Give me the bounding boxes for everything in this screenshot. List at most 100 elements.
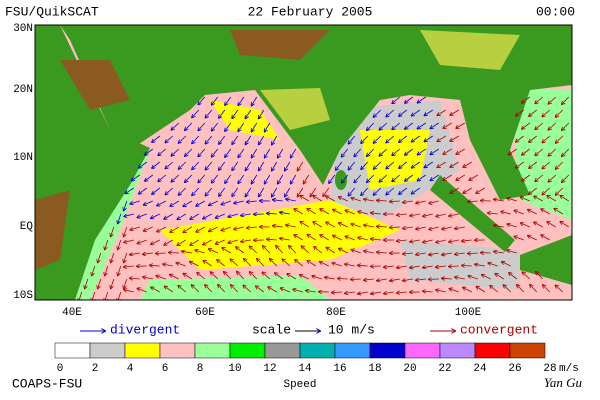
wind-arrow <box>105 239 109 250</box>
colorbar-box <box>509 342 546 359</box>
wind-arrow <box>217 260 226 267</box>
wind-arrow <box>252 122 258 132</box>
wind-arrow <box>547 196 556 202</box>
wind-arrow <box>192 135 200 143</box>
wind-arrow <box>291 148 297 158</box>
wind-arrow <box>222 248 231 254</box>
wind-arrow <box>507 198 517 202</box>
wind-arrow <box>130 278 140 279</box>
wind-arrow <box>403 253 413 254</box>
scale-value: 10 m/s <box>328 322 375 337</box>
wind-arrow <box>351 224 361 228</box>
wind-arrow <box>212 148 219 157</box>
wind-arrow <box>562 122 570 130</box>
wind-arrow <box>183 226 192 232</box>
wind-arrow <box>554 209 563 215</box>
wind-arrow <box>221 226 231 231</box>
wind-arrow <box>170 226 179 232</box>
wind-arrow <box>92 265 96 276</box>
wind-arrow <box>371 292 381 294</box>
colorbar-box <box>369 342 406 359</box>
wind-arrow <box>98 278 102 289</box>
wind-arrow <box>507 224 517 228</box>
wind-arrow <box>482 275 491 280</box>
wind-arrow <box>541 235 550 241</box>
wind-arrow <box>244 259 252 267</box>
wind-arrow <box>241 214 251 216</box>
wind-arrow <box>429 200 439 203</box>
wind-arrow <box>339 223 348 228</box>
wind-arrow <box>176 263 186 267</box>
wind-arrow <box>430 122 439 128</box>
wind-arrow <box>475 264 485 266</box>
speed-region <box>140 275 330 300</box>
wind-arrow <box>190 213 199 219</box>
wind-arrow <box>287 274 296 280</box>
wind-arrow <box>390 279 400 281</box>
land-terrain <box>260 30 520 130</box>
wind-arrow <box>548 148 557 156</box>
wind-arrow <box>310 187 317 196</box>
wind-arrow <box>364 279 374 280</box>
wind-arrow <box>289 246 297 254</box>
wind-arrow <box>245 109 252 118</box>
wind-arrow <box>124 226 128 237</box>
wind-arrow <box>488 263 498 267</box>
wind-arrow <box>177 239 186 245</box>
wind-arrow <box>455 227 465 229</box>
wind-arrow <box>306 291 316 293</box>
wind-arrow <box>124 252 128 263</box>
wind-arrow <box>542 187 551 195</box>
wind-arrow <box>275 273 284 280</box>
lat-label: EQ <box>20 221 34 233</box>
wind-arrow <box>218 285 226 293</box>
colorbar: 0 2 4 6 8 10 12 14 16 18 20 22 24 26 28 m/s <box>54 342 579 375</box>
wind-arrow <box>379 148 388 156</box>
wind-arrow <box>522 272 531 280</box>
wind-arrow <box>170 200 179 206</box>
wind-arrow <box>238 174 245 183</box>
wind-arrow <box>139 161 148 168</box>
colorbar-label: 18 <box>368 363 381 375</box>
wind-arrow <box>170 275 179 280</box>
wind-arrow <box>273 226 283 227</box>
wind-arrow <box>179 161 187 169</box>
wind-arrow <box>125 187 134 194</box>
wind-arrow <box>560 222 569 228</box>
wind-arrow <box>291 174 297 184</box>
wind-arrow <box>351 198 361 202</box>
wind-arrow <box>205 187 213 196</box>
wind-arrow <box>151 287 160 293</box>
wind-arrow <box>556 187 564 195</box>
wind-arrow <box>250 272 258 280</box>
wind-arrow <box>259 109 265 119</box>
wind-arrow <box>203 261 212 267</box>
colorbar-label: 20 <box>403 363 416 375</box>
wind-arrow <box>392 96 401 103</box>
wind-arrow <box>132 174 140 181</box>
wind-arrow <box>418 96 426 103</box>
wind-arrow <box>436 213 446 216</box>
wind-arrow <box>137 239 147 244</box>
wind-arrow <box>392 122 401 129</box>
wind-arrow <box>111 278 115 289</box>
wind-arrow <box>405 148 414 155</box>
wind-arrow <box>418 148 426 155</box>
wind-arrow <box>298 161 304 171</box>
wind-arrow <box>209 249 218 254</box>
wind-arrow <box>436 290 446 292</box>
lon-label: 100E <box>455 307 482 319</box>
wind-arrow <box>358 238 368 241</box>
wind-arrow <box>456 148 465 154</box>
wind-arrow <box>449 266 459 267</box>
wind-arrow <box>374 135 382 143</box>
wind-arrow <box>399 187 408 194</box>
wind-arrow <box>259 161 265 171</box>
wind-arrow <box>416 227 426 229</box>
wind-arrow <box>144 226 153 231</box>
wind-arrow <box>237 272 245 280</box>
wind-arrow <box>397 240 407 241</box>
wind-arrow <box>342 174 349 183</box>
wind-arrow <box>562 148 570 156</box>
